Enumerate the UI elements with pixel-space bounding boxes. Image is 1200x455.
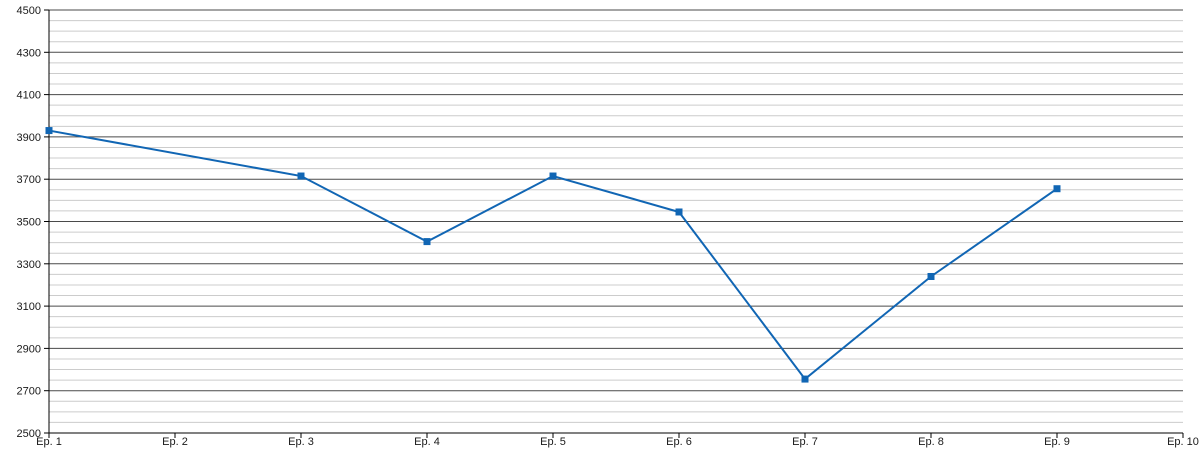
x-tick-label: Ep. 4 (414, 436, 440, 448)
data-point-marker (801, 375, 809, 383)
data-point-marker (297, 172, 305, 180)
data-point-marker (1053, 185, 1061, 193)
data-point-marker (927, 272, 935, 280)
y-tick-label: 3300 (17, 259, 41, 271)
x-tick-label: Ep. 6 (666, 436, 692, 448)
y-tick-label: 4500 (17, 5, 41, 17)
x-tick-label: Ep. 8 (918, 436, 944, 448)
y-tick-label: 4100 (17, 90, 41, 102)
y-tick-label: 2500 (17, 428, 41, 440)
x-tick-label: Ep. 10 (1167, 436, 1199, 448)
data-point-marker (549, 172, 557, 180)
data-point-marker (45, 127, 53, 135)
y-tick-label: 3700 (17, 174, 41, 186)
x-tick-label: Ep. 9 (1044, 436, 1070, 448)
x-tick-label: Ep. 7 (792, 436, 818, 448)
x-tick-label: Ep. 3 (288, 436, 314, 448)
series-line (48, 129, 1058, 381)
x-tick-label: Ep. 1 (36, 436, 62, 448)
y-tick-label: 2900 (17, 343, 41, 355)
data-point-marker (675, 208, 683, 216)
y-tick-label: 3900 (17, 132, 41, 144)
y-tick-label: 3500 (17, 217, 41, 229)
x-tick-label: Ep. 2 (162, 436, 188, 448)
y-tick-label: 2700 (17, 386, 41, 398)
y-tick-label: 4300 (17, 47, 41, 59)
data-point-marker (423, 238, 431, 246)
y-tick-label: 3100 (17, 301, 41, 313)
x-tick-label: Ep. 5 (540, 436, 566, 448)
